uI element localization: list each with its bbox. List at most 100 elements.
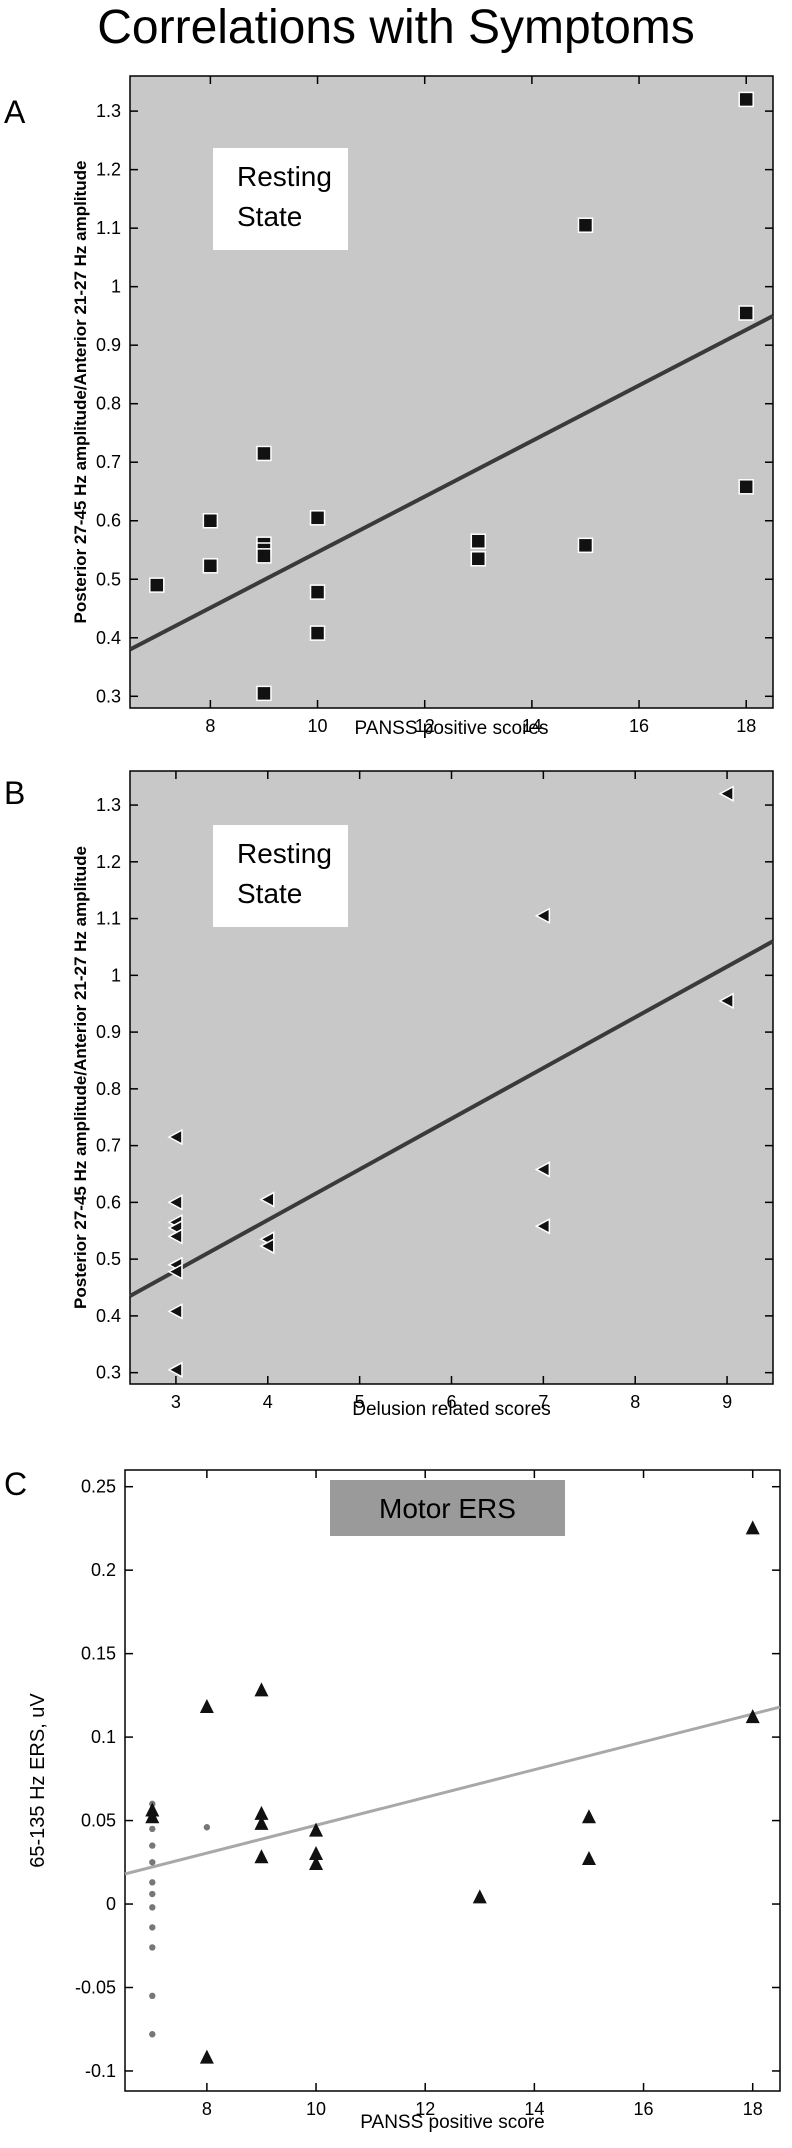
chart-b-y-tick-label: 1.2: [96, 852, 121, 872]
chart-b-data-point: [534, 1217, 551, 1235]
chart-b-annotation-text: Resting: [237, 838, 332, 869]
chart-a-y-tick-label: 0.8: [96, 394, 121, 414]
chart-c-annotation-box: [330, 1480, 565, 1536]
chart-a-y-tick-label: 0.6: [96, 511, 121, 531]
chart-c-small-point: [149, 1944, 156, 1951]
chart-c-data-point: [254, 1849, 269, 1864]
chart-c-data-point: [199, 2049, 214, 2064]
chart-a-data-point: [577, 217, 594, 233]
chart-c-data-point: [472, 1889, 487, 1904]
chart-c-regression-line: [124, 1705, 781, 1876]
chart-c-y-tick-label: 0: [106, 1894, 116, 1914]
chart-a-data-point: [256, 445, 272, 462]
chart-a-y-tick-label: 0.9: [96, 335, 121, 355]
chart-a-regression-line: [129, 314, 774, 652]
chart-b-axes-frame: [129, 770, 774, 1385]
chart-b-annotation-text: State: [237, 878, 302, 909]
chart-a-data-point: [738, 305, 754, 321]
chart-b-data-point: [167, 1228, 183, 1245]
chart-a-y-tick-label: 0.4: [96, 628, 121, 648]
chart-c-small-point: [149, 1842, 156, 1849]
panel-letter-a: A: [4, 94, 26, 130]
chart-b-data-point: [167, 1128, 183, 1146]
chart-b-y-tick-label: 0.9: [96, 1022, 121, 1042]
chart-b-y-tick-label: 1: [111, 965, 121, 985]
chart-a-x-tick-label: 18: [736, 716, 756, 736]
chart-c-y-tick-label: 0.1: [91, 1727, 116, 1747]
chart-c-small-point: [149, 1879, 156, 1886]
chart-a-x-tick-label: 12: [415, 716, 435, 736]
chart-b-x-tick-label: 4: [263, 1392, 273, 1412]
chart-c-small-point: [149, 1924, 156, 1931]
chart-a-data-point: [309, 625, 326, 641]
chart-a-data-point: [738, 479, 754, 495]
chart-c-small-point: [203, 1824, 211, 1831]
chart-a-data-point: [149, 577, 165, 593]
chart-b-x-tick-label: 3: [171, 1392, 181, 1412]
chart-c-small-point: [149, 1890, 156, 1898]
chart-c-data-point: [254, 1682, 269, 1697]
chart-c-data-point: [254, 1805, 269, 1820]
chart-c-y-tick-label: 0.05: [81, 1811, 116, 1831]
chart-c-y-tick-label: -0.1: [85, 2061, 116, 2081]
chart-b-x-axis-label: Delusion related scores: [352, 1399, 551, 1420]
chart-c-small-point: [149, 1904, 156, 1911]
chart-a-y-tick-label: 0.3: [96, 686, 121, 706]
chart-a-annotation-text: Resting: [237, 161, 332, 192]
chart-a-x-tick-label: 10: [308, 716, 328, 736]
chart-b-x-tick-label: 8: [630, 1392, 640, 1412]
chart-a-y-tick-label: 1: [111, 277, 121, 297]
chart-b-x-tick-label: 9: [722, 1392, 732, 1412]
chart-c-x-tick-label: 12: [415, 2099, 435, 2119]
chart-c-data-point: [254, 1815, 269, 1830]
chart-a-x-tick-label: 16: [629, 716, 649, 736]
chart-b-y-tick-label: 0.7: [96, 1136, 121, 1156]
chart-a-y-tick-label: 1.1: [96, 218, 121, 238]
chart-b-y-tick-label: 0.8: [96, 1079, 121, 1099]
chart-b-data-point: [259, 1191, 275, 1208]
chart-c-y-tick-label: 0.15: [81, 1644, 116, 1664]
chart-b-y-tick-label: 1.1: [96, 909, 121, 929]
chart-c-y-tick-label: 0.2: [91, 1560, 116, 1580]
chart-b-x-tick-label: 5: [355, 1392, 365, 1412]
chart-a-axes-frame: [129, 75, 774, 709]
chart-c-axes-frame: [124, 1469, 781, 2092]
chart-b-data-point: [718, 785, 734, 802]
chart-c-small-point: [149, 1825, 156, 1833]
chart-b-y-tick-label: 0.3: [96, 1363, 121, 1383]
chart-b-y-tick-label: 0.6: [96, 1192, 121, 1212]
chart-a-data-point: [202, 558, 219, 574]
chart-a-data-point: [309, 584, 326, 600]
chart-b-data-point: [167, 1361, 183, 1379]
chart-c-x-axis-label: PANSS positive score: [360, 2112, 544, 2133]
chart-b-data-point: [534, 1161, 551, 1178]
chart-b-y-tick-label: 1.3: [96, 795, 121, 815]
chart-a-data-point: [470, 533, 487, 549]
chart-b-x-tick-label: 6: [446, 1392, 456, 1412]
chart-c-data-point: [581, 1850, 596, 1865]
chart-c-x-tick-label: 10: [306, 2099, 326, 2119]
chart-a-y-tick-label: 0.7: [96, 452, 121, 472]
chart-a-x-axis-label: PANSS positive scores: [355, 718, 549, 739]
chart-b-y-tick-label: 0.4: [96, 1306, 121, 1326]
chart-b-data-point: [718, 992, 734, 1010]
chart-c: 8 10 12 14 16 18 -0.1 -0.05 0 0.05 0.1 0.15 0.2 0.25 P…: [27, 1469, 781, 2133]
chart-c-x-tick-label: 14: [524, 2099, 544, 2119]
panel-letter-c: C: [4, 1466, 28, 1502]
chart-a-data-point: [738, 91, 754, 108]
chart-c-small-point: [149, 1859, 156, 1866]
chart-c-data-point: [309, 1845, 324, 1860]
chart-c-data-point: [745, 1520, 760, 1535]
chart-a-annotation-box: [213, 148, 348, 250]
chart-c-small-point: [149, 1992, 156, 2000]
panel-letter-b: B: [4, 775, 26, 811]
chart-a-data-point: [256, 685, 272, 702]
chart-b-regression-line: [129, 939, 774, 1298]
chart-a-x-tick-label: 14: [522, 716, 542, 736]
page-title: Correlations with Symptoms: [97, 1, 695, 54]
chart-a-y-tick-label: 1.3: [96, 101, 121, 121]
chart-c-annotation-text: Motor ERS: [379, 1493, 516, 1524]
chart-b-annotation-box: [213, 825, 348, 927]
chart-c-data-point: [309, 1822, 324, 1837]
chart-c-x-tick-label: 16: [634, 2099, 654, 2119]
